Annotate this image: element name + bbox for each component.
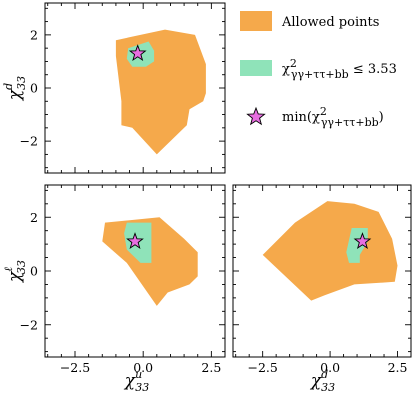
y-tick-label: 2 [30,210,38,225]
y-tick-label: 0 [30,264,38,279]
legend-label-min: min(χ2 γγ+ττ+bb) [282,105,384,129]
panel-bottom-left: 2 0 −2 −2.5 0.0 2.5 [20,184,226,375]
x-tick-label: 0.0 [320,360,340,375]
x-tick-label: 2.5 [388,360,408,375]
min-star-bottom-right [353,232,372,249]
panel-bottom-right: −2.5 0.0 2.5 [232,184,412,375]
allowed-region-bottom-right [262,201,398,301]
x-tick-label: 0.0 [133,360,153,375]
y-axis-label-chi-l: χℓ33 [2,260,28,283]
min-star-bottom-left [126,232,144,249]
y-axis-label-chi-d: χd33 [2,76,28,101]
x-tick-label: −2.5 [247,360,277,375]
x-axis-label-chi-d: χd 33 [310,368,335,394]
panels: 2 0 −2 2 0 −2 −2.5 0.0 2.5 −2.5 0.0 2.5 χu 33 χd 33 χd33… [2,2,412,394]
legend-swatch-fit [240,60,272,76]
legend-label-allowed: Allowed points [281,15,379,30]
legend-marker-min-star [246,106,266,126]
legend: Allowed points χ2 γγ+ττ+bb ≤ 3.53 min(χ2 γ… [240,11,397,129]
y-tick-label: 0 [30,81,38,96]
x-axis-label-chi-u: χu 33 [124,368,149,394]
legend-label-fit: χ2 γγ+ττ+bb ≤ 3.53 [282,57,397,81]
y-tick-label: −2 [20,317,38,332]
min-star-top-left [128,44,147,62]
x-tick-label: 2.5 [201,360,221,375]
y-tick-label: 2 [30,27,38,42]
y-tick-label: −2 [20,134,38,149]
panel-top-left: 2 0 −2 [20,2,226,174]
legend-swatch-allowed [240,11,272,31]
x-tick-label: −2.5 [60,360,90,375]
legend-star-shape [246,106,266,126]
